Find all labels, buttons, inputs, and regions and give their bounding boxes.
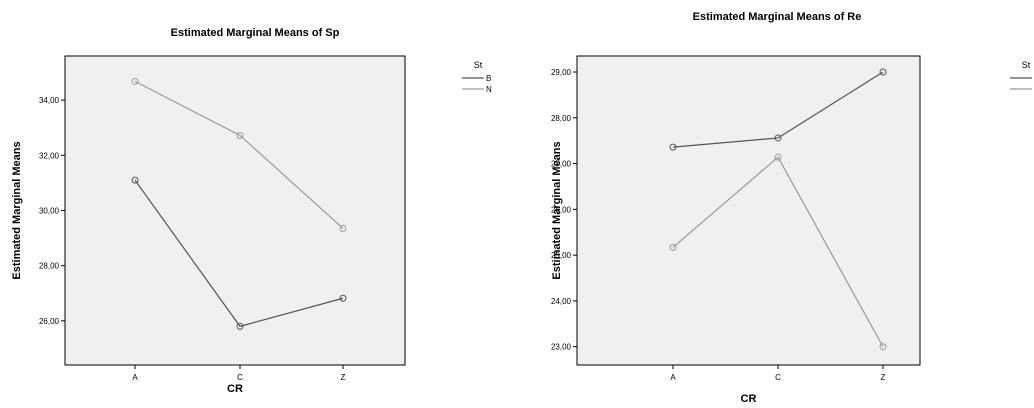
data-point — [339, 224, 347, 232]
data-point — [669, 143, 677, 151]
x-axis-title: CR — [227, 383, 243, 395]
chart-title: Estimated Marginal Means of Sp — [171, 27, 340, 39]
series-line-N — [134, 80, 344, 229]
y-tick-label: 26,00 — [39, 317, 60, 326]
legend-label: N — [486, 85, 492, 94]
y-tick-label: 28,00 — [551, 114, 572, 123]
y-tick-label: 29,00 — [551, 68, 572, 77]
y-tick-label: 28,00 — [39, 262, 60, 271]
x-tick-label: C — [775, 373, 781, 382]
y-axis-title: Estimated Marginal Means — [11, 141, 23, 279]
data-point — [236, 322, 244, 330]
y-tick-label: 26,00 — [551, 205, 572, 214]
x-tick-label: Z — [881, 373, 886, 382]
x-axis-title: CR — [741, 393, 757, 405]
series-line-B — [672, 71, 884, 148]
plot-area — [64, 55, 406, 366]
y-tick-label: 24,00 — [551, 297, 572, 306]
y-tick-label: 23,00 — [551, 343, 572, 352]
series-line-B — [134, 179, 344, 328]
data-point — [339, 294, 347, 302]
chart-sp: Estimated Marginal Means of Sp 26,00 28,00… — [11, 27, 492, 395]
y-tick-label: 32,00 — [39, 151, 60, 160]
data-point — [774, 153, 782, 161]
legend-title: St — [474, 60, 483, 70]
chart-title: Estimated Marginal Means of Re — [693, 11, 862, 23]
x-tick-label: Z — [341, 373, 346, 382]
data-point — [879, 68, 887, 76]
data-point — [774, 134, 782, 142]
y-tick-label: 25,00 — [551, 251, 572, 260]
data-point — [131, 176, 139, 184]
legend-label: B — [486, 74, 491, 83]
y-tick-label: 30,00 — [39, 207, 60, 216]
data-point — [879, 343, 887, 351]
x-tick-label: A — [132, 373, 138, 382]
x-tick-label: C — [237, 373, 243, 382]
series-line-N — [672, 156, 884, 347]
data-point — [236, 131, 244, 139]
plot-area — [576, 55, 921, 366]
y-axis-title: Estimated Marginal Means — [551, 141, 563, 279]
chart-re: Estimated Marginal Means of Re 23,00 24,00… — [551, 11, 1032, 405]
legend-title: St — [1022, 60, 1031, 70]
y-tick-label: 34,00 — [39, 96, 60, 105]
x-tick-label: A — [670, 373, 676, 382]
y-tick-label: 27,00 — [551, 160, 572, 169]
data-point — [669, 243, 677, 251]
data-point — [131, 77, 139, 85]
